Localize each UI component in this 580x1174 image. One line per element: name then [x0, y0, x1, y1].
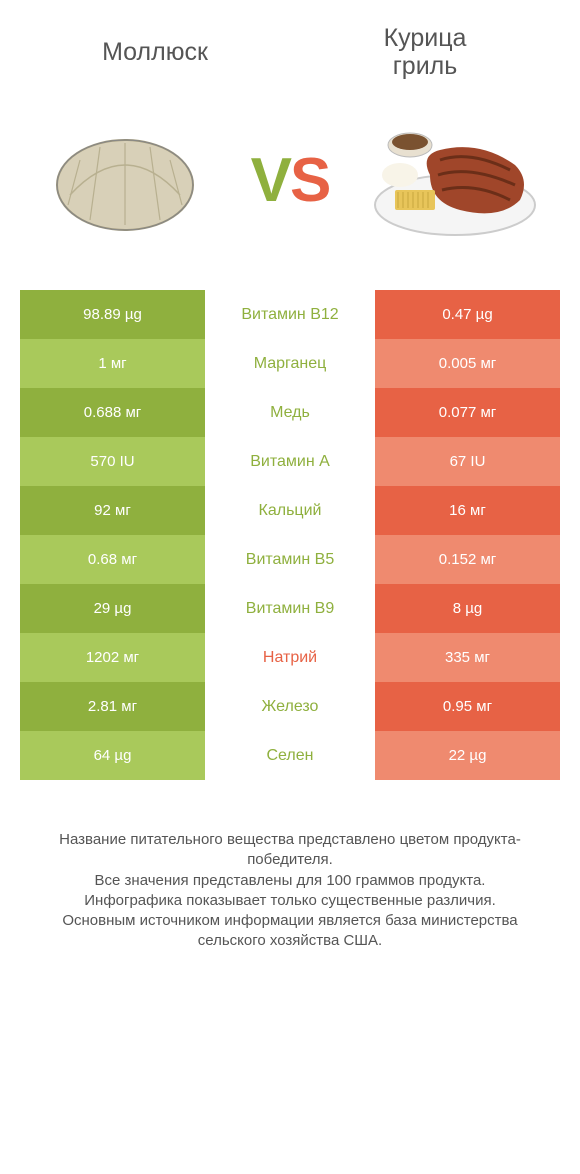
right-value: 0.152 мг — [375, 535, 560, 584]
left-food-image — [40, 115, 210, 245]
table-row: 92 мгКальций16 мг — [20, 486, 560, 535]
nutrient-name: Витамин A — [205, 437, 375, 486]
nutrient-name: Витамин B9 — [205, 584, 375, 633]
nutrient-name: Витамин B12 — [205, 290, 375, 339]
right-value: 22 µg — [375, 731, 560, 780]
header: Моллюск Курица гриль — [20, 25, 560, 80]
right-value: 67 IU — [375, 437, 560, 486]
nutrient-name: Марганец — [205, 339, 375, 388]
footer-line-2: Все значения представлены для 100 граммо… — [30, 871, 550, 891]
table-row: 0.688 мгМедь0.077 мг — [20, 388, 560, 437]
nutrient-name: Селен — [205, 731, 375, 780]
footer-line-1: Название питательного вещества представл… — [30, 830, 550, 871]
right-food-title: Курица гриль — [304, 25, 547, 80]
right-value: 0.077 мг — [375, 388, 560, 437]
left-value: 1202 мг — [20, 633, 205, 682]
nutrient-name: Кальций — [205, 486, 375, 535]
nutrient-name: Железо — [205, 682, 375, 731]
table-row: 1202 мгНатрий335 мг — [20, 633, 560, 682]
left-value: 92 мг — [20, 486, 205, 535]
nutrient-name: Витамин B5 — [205, 535, 375, 584]
comparison-table: 98.89 µgВитамин B120.47 µg1 мгМарганец0.… — [20, 290, 560, 780]
table-row: 98.89 µgВитамин B120.47 µg — [20, 290, 560, 339]
left-food-title: Моллюск — [34, 39, 277, 67]
footer-line-3: Инфографика показывает только существенн… — [30, 891, 550, 911]
right-value: 0.95 мг — [375, 682, 560, 731]
table-row: 1 мгМарганец0.005 мг — [20, 339, 560, 388]
vs-row: VS — [20, 100, 560, 260]
left-value: 29 µg — [20, 584, 205, 633]
right-value: 0.005 мг — [375, 339, 560, 388]
table-row: 0.68 мгВитамин B50.152 мг — [20, 535, 560, 584]
table-row: 570 IUВитамин A67 IU — [20, 437, 560, 486]
right-value: 335 мг — [375, 633, 560, 682]
left-value: 0.688 мг — [20, 388, 205, 437]
table-row: 64 µgСелен22 µg — [20, 731, 560, 780]
left-value: 2.81 мг — [20, 682, 205, 731]
left-value: 1 мг — [20, 339, 205, 388]
right-value: 16 мг — [375, 486, 560, 535]
right-value: 8 µg — [375, 584, 560, 633]
nutrient-name: Медь — [205, 388, 375, 437]
vs-v-letter: V — [251, 145, 290, 216]
left-value: 64 µg — [20, 731, 205, 780]
clam-icon — [50, 125, 200, 235]
left-value: 570 IU — [20, 437, 205, 486]
nutrient-name: Натрий — [205, 633, 375, 682]
table-row: 2.81 мгЖелезо0.95 мг — [20, 682, 560, 731]
footer-line-4: Основным источником информации является … — [30, 911, 550, 952]
left-value: 0.68 мг — [20, 535, 205, 584]
right-food-image — [370, 115, 540, 245]
vs-s-letter: S — [290, 145, 329, 216]
footer-notes: Название питательного вещества представл… — [20, 830, 560, 952]
grilled-chicken-icon — [370, 120, 540, 240]
vs-label: VS — [251, 145, 330, 216]
table-row: 29 µgВитамин B98 µg — [20, 584, 560, 633]
right-value: 0.47 µg — [375, 290, 560, 339]
left-value: 98.89 µg — [20, 290, 205, 339]
